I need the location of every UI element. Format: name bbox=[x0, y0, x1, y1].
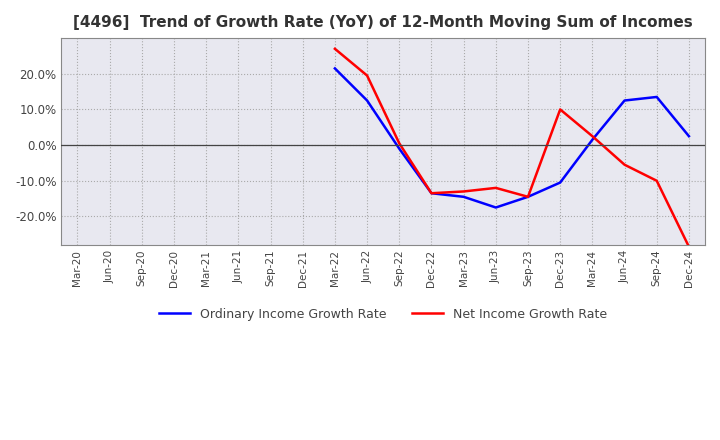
Net Income Growth Rate bbox=[459, 189, 468, 194]
Ordinary Income Growth Rate bbox=[395, 146, 404, 151]
Net Income Growth Rate bbox=[492, 185, 500, 191]
Ordinary Income Growth Rate bbox=[620, 98, 629, 103]
Net Income Growth Rate bbox=[588, 134, 597, 139]
Ordinary Income Growth Rate bbox=[556, 180, 564, 185]
Ordinary Income Growth Rate bbox=[427, 191, 436, 196]
Net Income Growth Rate bbox=[652, 178, 661, 183]
Ordinary Income Growth Rate bbox=[685, 134, 693, 139]
Net Income Growth Rate bbox=[685, 244, 693, 249]
Ordinary Income Growth Rate bbox=[459, 194, 468, 199]
Ordinary Income Growth Rate bbox=[330, 66, 339, 71]
Legend: Ordinary Income Growth Rate, Net Income Growth Rate: Ordinary Income Growth Rate, Net Income … bbox=[154, 303, 612, 326]
Ordinary Income Growth Rate bbox=[492, 205, 500, 210]
Title: [4496]  Trend of Growth Rate (YoY) of 12-Month Moving Sum of Incomes: [4496] Trend of Growth Rate (YoY) of 12-… bbox=[73, 15, 693, 30]
Net Income Growth Rate bbox=[395, 141, 404, 146]
Net Income Growth Rate bbox=[363, 73, 372, 78]
Ordinary Income Growth Rate bbox=[588, 137, 597, 143]
Ordinary Income Growth Rate bbox=[523, 194, 532, 199]
Net Income Growth Rate bbox=[330, 46, 339, 51]
Net Income Growth Rate bbox=[427, 191, 436, 196]
Net Income Growth Rate bbox=[556, 107, 564, 112]
Net Income Growth Rate bbox=[523, 194, 532, 199]
Line: Net Income Growth Rate: Net Income Growth Rate bbox=[335, 49, 689, 247]
Ordinary Income Growth Rate bbox=[652, 94, 661, 99]
Line: Ordinary Income Growth Rate: Ordinary Income Growth Rate bbox=[335, 69, 689, 208]
Ordinary Income Growth Rate bbox=[363, 98, 372, 103]
Net Income Growth Rate bbox=[620, 162, 629, 167]
